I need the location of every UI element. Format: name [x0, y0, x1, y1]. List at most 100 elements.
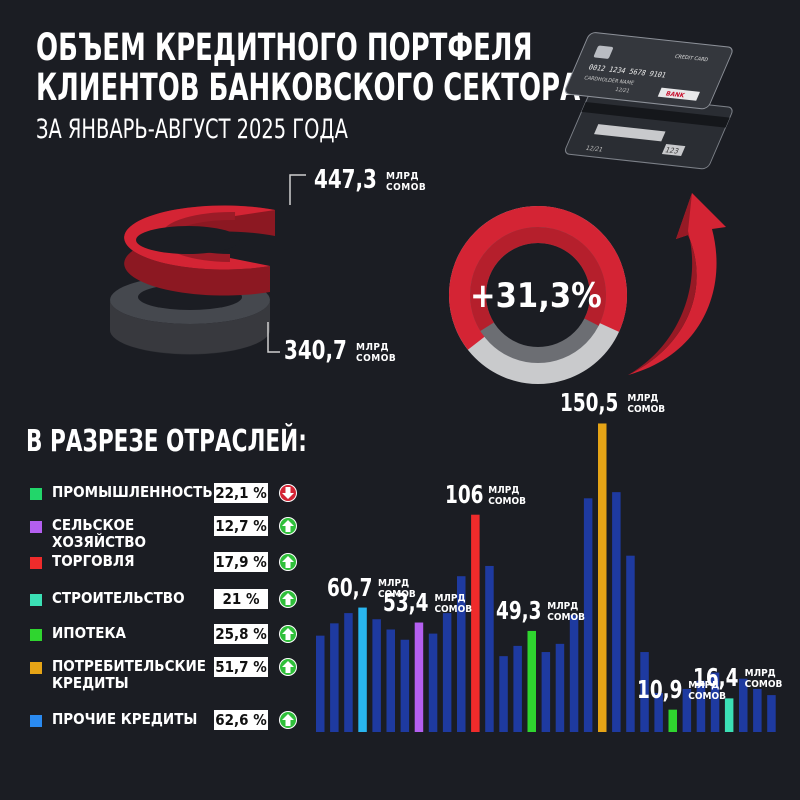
bar-unit-line2: СОМОВ [488, 495, 527, 507]
bar-unit-line1: МЛРД [378, 577, 410, 589]
bar [753, 688, 762, 732]
page-subtitle: ЗА ЯНВАРЬ-АВГУСТ 2025 ГОДА [36, 114, 348, 145]
bar-unit-line2: СОМОВ [744, 679, 783, 691]
card-label: CREDIT CARD [674, 54, 709, 63]
legend-item: ПРОМЫШЛЕННОСТЬ [30, 484, 222, 501]
bar [457, 576, 466, 732]
bar [569, 615, 579, 732]
bar-unit-line1: МЛРД [547, 600, 579, 612]
bar [442, 613, 452, 732]
bar-value-label: 150,5 МЛРД СОМОВ [560, 388, 665, 418]
bar [640, 652, 649, 732]
bar [386, 629, 395, 732]
bar-value: 150,5 [560, 388, 619, 418]
legend-swatch [30, 557, 42, 569]
legend-percent: 22,1 % [214, 483, 268, 503]
bar-value: 16,4 [693, 663, 739, 693]
bar-value-label: 49,3 МЛРД СОМОВ [495, 595, 585, 625]
bar [400, 639, 410, 732]
legend-swatch [30, 488, 42, 500]
trend-down-icon [279, 484, 297, 502]
bar [372, 619, 381, 732]
bar-value-label: 106 МЛРД СОМОВ [445, 479, 526, 509]
card-holder: CARDHOLDER NAME [583, 75, 635, 86]
bar [583, 498, 593, 732]
legend-item: СЕЛЬСКОЕ ХОЗЯЙСТВО [30, 517, 222, 551]
bar [612, 492, 621, 732]
bar-unit-line2: СОМОВ [378, 588, 416, 600]
bar [499, 656, 508, 732]
section-title: В РАЗРЕЗЕ ОТРАСЛЕЙ: [26, 424, 307, 459]
legend-item: ПРОЧИЕ КРЕДИТЫ [30, 711, 222, 728]
legend-swatch [30, 521, 42, 533]
bar [344, 613, 353, 732]
page-title-line2: КЛИЕНТОВ БАНКОВСКОГО СЕКТОРА [36, 66, 581, 109]
legend-swatch [30, 629, 42, 641]
bar-unit: МЛРД СОМОВ [434, 593, 472, 615]
bar-unit: МЛРД СОМОВ [627, 393, 665, 415]
bar-unit: МЛРД СОМОВ [488, 485, 526, 507]
trend-up-icon [279, 517, 297, 535]
bar-value: 60,7 [326, 572, 373, 602]
trend-up-icon [279, 553, 297, 571]
legend-label: СЕЛЬСКОЕ ХОЗЯЙСТВО [52, 516, 147, 551]
bar-highlight [358, 607, 367, 732]
bar-value: 53,4 [382, 587, 429, 617]
bar [710, 672, 720, 732]
current-total: 447,3 МЛРД СОМОВ [314, 167, 426, 193]
current-total-value: 447,3 [314, 165, 377, 195]
card-cvc: 123 [664, 145, 681, 155]
bar [739, 678, 748, 732]
bar-unit-line1: МЛРД [744, 668, 776, 680]
credit-cards-illustration: 123 12/21 CREDIT CARD 0012 1234 5678 910… [564, 32, 733, 170]
bar-unit-line1: МЛРД [688, 679, 720, 691]
legend-label: ПРОМЫШЛЕННОСТЬ [52, 483, 213, 501]
previous-total-unit: МЛРД СОМОВ [356, 342, 396, 364]
bar-unit-line2: СОМОВ [434, 603, 473, 615]
current-total-unit: МЛРД СОМОВ [386, 171, 426, 193]
bar-value: 49,3 [495, 595, 542, 625]
legend-label: ИПОТЕКА [52, 624, 126, 642]
bar [555, 643, 565, 732]
legend-percent: 21 % [214, 589, 268, 609]
bar-value-label: 60,7 МЛРД СОМОВ [326, 572, 416, 602]
bar [485, 565, 494, 732]
bar [316, 635, 325, 732]
bar-highlight [527, 630, 536, 732]
trend-up-icon [279, 625, 297, 643]
legend-swatch [30, 662, 42, 674]
bar-unit-line2: СОМОВ [627, 404, 666, 416]
bar [696, 680, 706, 732]
bar-value-label: 53,4 МЛРД СОМОВ [382, 587, 472, 617]
portfolio-rings-3d [110, 205, 275, 355]
legend-percent: 17,9 % [214, 552, 268, 572]
legend-item: ИПОТЕКА [30, 625, 222, 642]
bar-value: 106 [445, 479, 484, 509]
bar [330, 623, 339, 732]
legend-label: ПОТРЕБИТЕЛЬСКИЕ КРЕДИТЫ [52, 657, 207, 692]
bar-value-label: 10,9 МЛРД СОМОВ [636, 674, 726, 704]
legend-percent: 12,7 % [214, 516, 268, 536]
legend-label: ТОРГОВЛЯ [52, 552, 135, 570]
bar [541, 652, 551, 732]
unit-line1: МЛРД [386, 171, 420, 182]
bar-highlight [724, 698, 734, 732]
bar [767, 695, 776, 732]
legend-label: СТРОИТЕЛЬСТВО [52, 589, 185, 607]
bar-value: 10,9 [636, 674, 683, 704]
card-bank: BANK [664, 91, 685, 100]
bar [682, 688, 692, 732]
trend-up-icon [279, 711, 297, 729]
bar [513, 645, 522, 732]
legend-percent: 62,6 % [214, 710, 268, 730]
legend-swatch [30, 594, 42, 606]
bar-unit-line2: СОМОВ [547, 611, 585, 623]
legend-percent: 25,8 % [214, 624, 268, 644]
growth-percent-label: +31,3% [470, 276, 602, 316]
bar-unit: МЛРД СОМОВ [378, 578, 416, 600]
bar-unit-line2: СОМОВ [688, 690, 726, 702]
bar-highlight [471, 514, 480, 732]
growth-donut [449, 206, 627, 384]
legend-label: ПРОЧИЕ КРЕДИТЫ [52, 710, 198, 728]
